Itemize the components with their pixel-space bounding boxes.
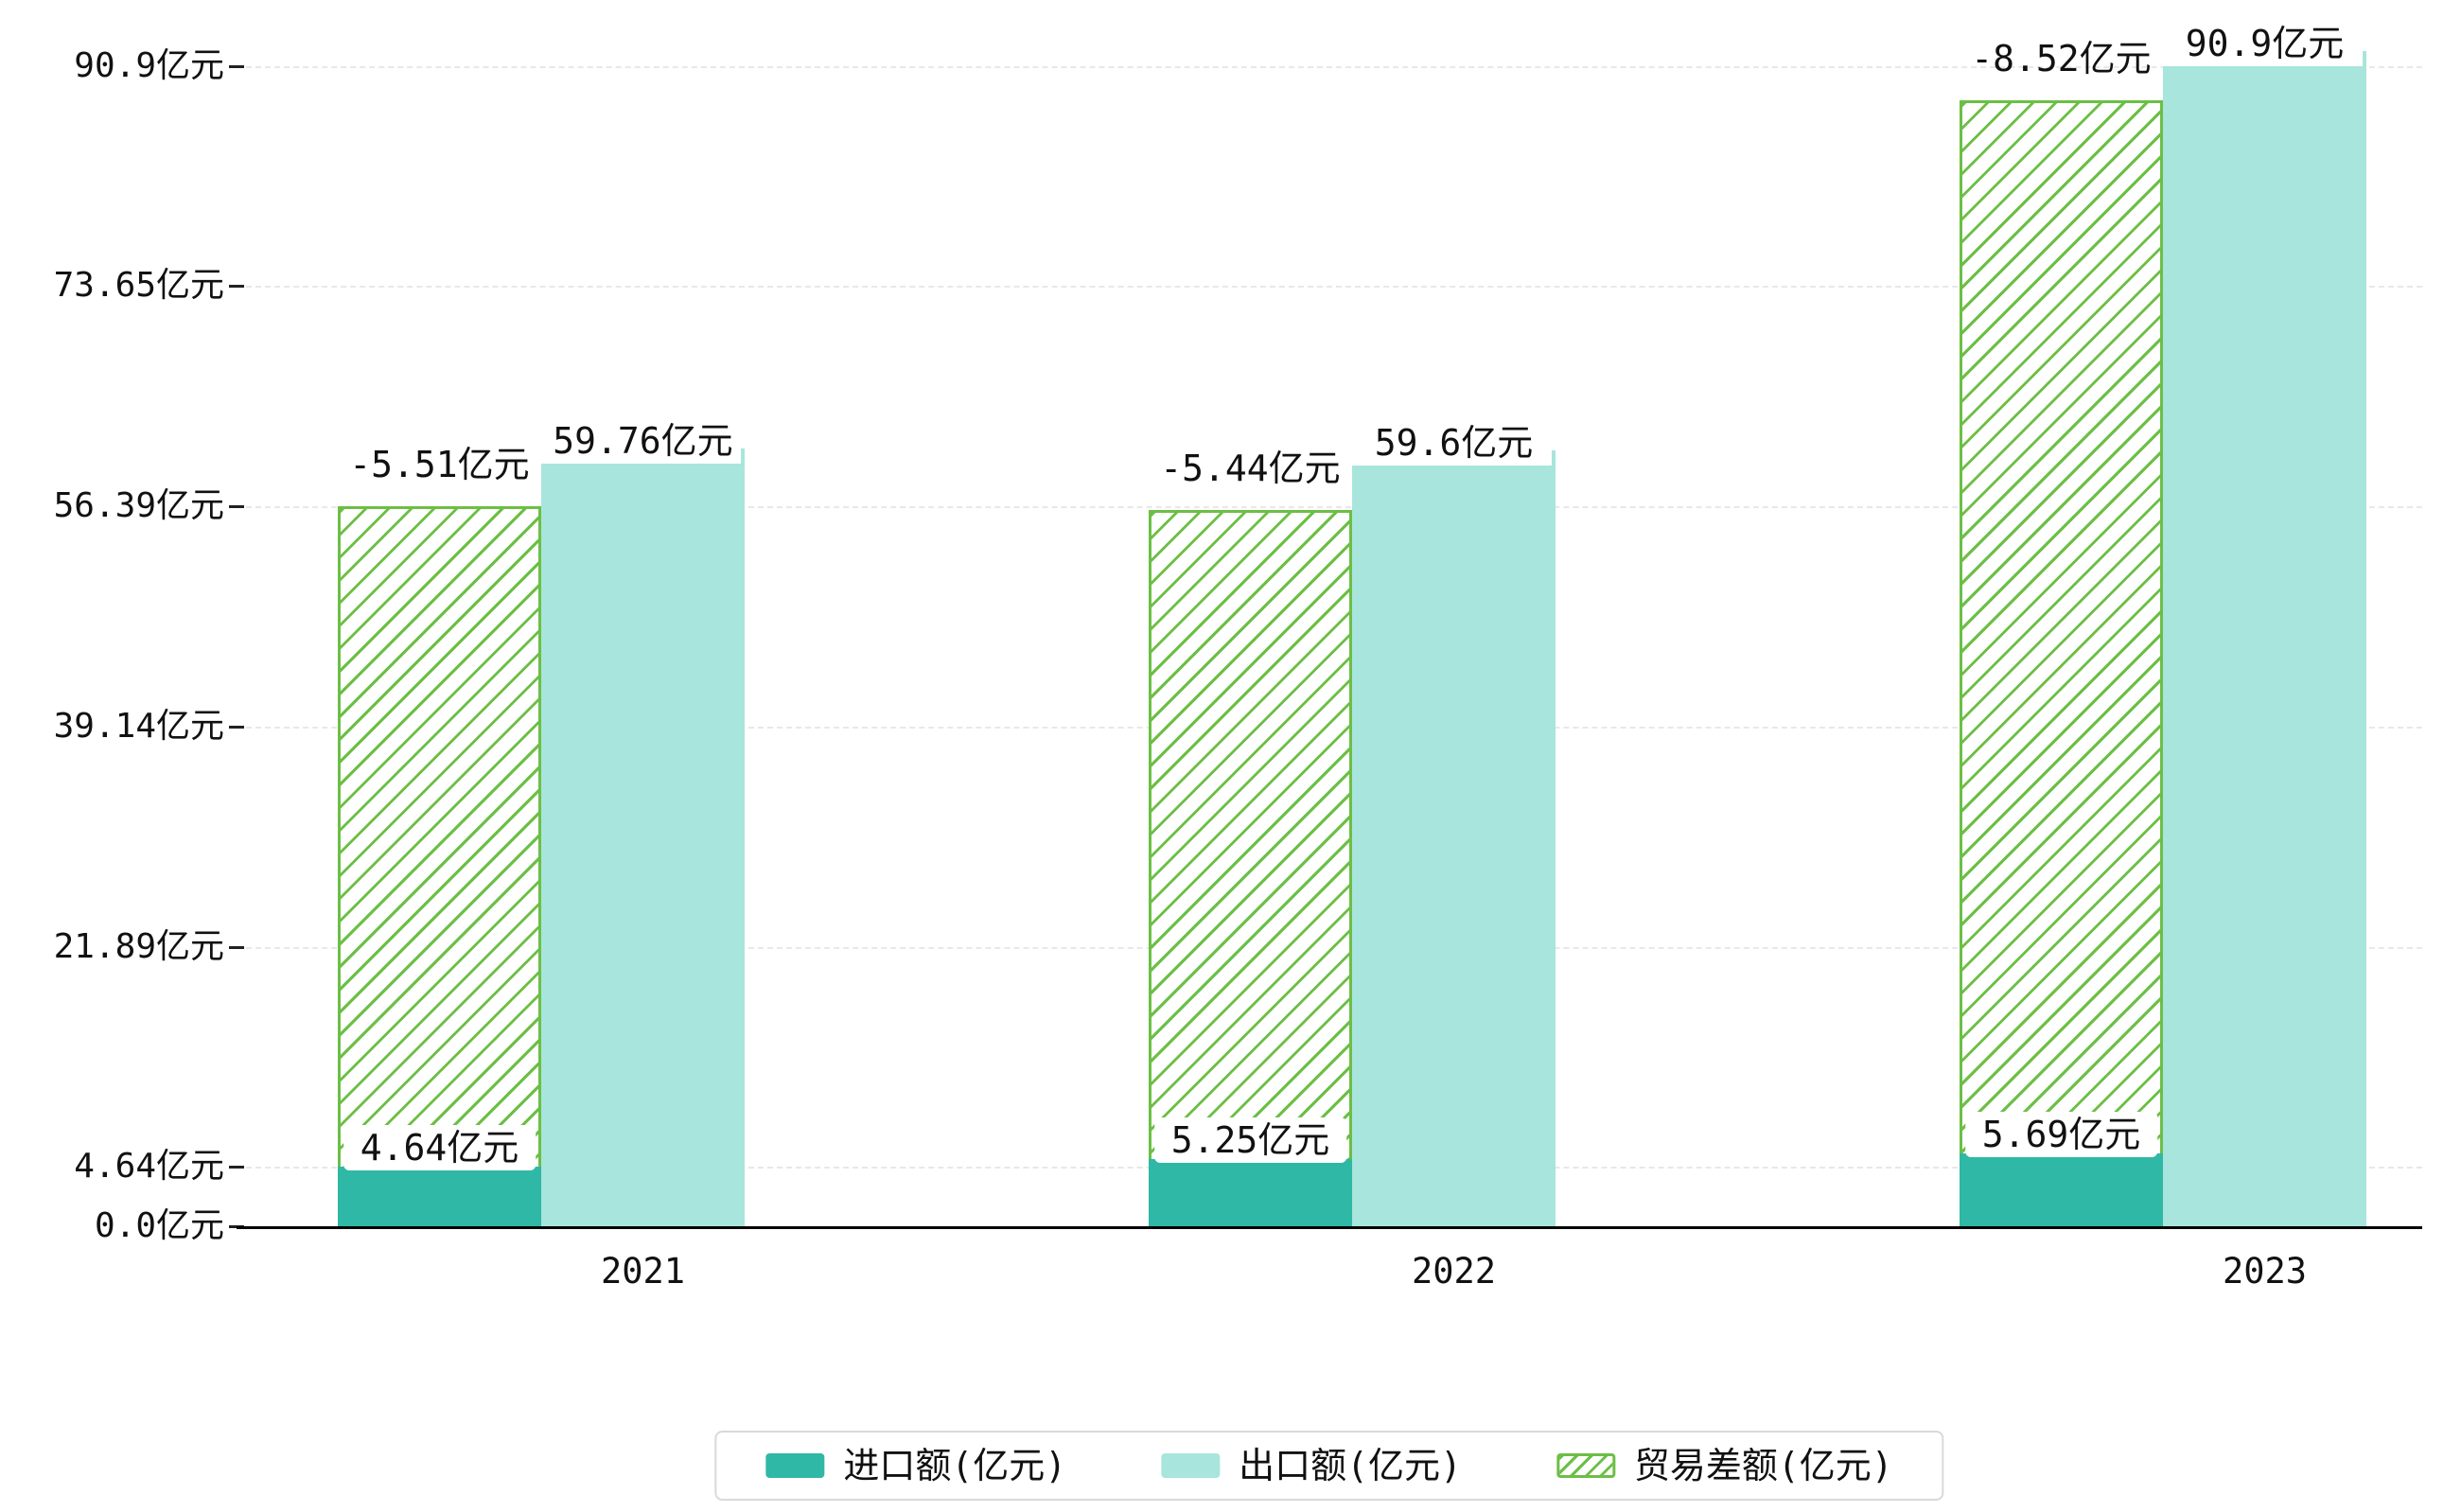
trade-balance-swatch-icon [1556,1453,1615,1478]
y-tick-mark-5 [229,285,244,289]
x-label-2021: 2021 [600,1251,686,1292]
export-value-label-2022: 59.6亿元 [1374,421,1534,464]
x-label-2022: 2022 [1411,1251,1497,1292]
trade-balance-value-label-2021: -5.51亿元 [349,444,530,486]
import-bar-2022[interactable] [1149,1159,1352,1226]
legend-item-balance[interactable]: 贸易差额(亿元) [1556,1433,1893,1499]
legend-item-import[interactable]: 进口额(亿元) [765,1433,1066,1499]
y-tick-label-1: 4.64亿元 [74,1147,224,1187]
trade-balance-value-label-2022: -5.44亿元 [1160,448,1341,490]
import-bar-2023[interactable] [1960,1153,2163,1226]
x-label-2023: 2023 [2222,1251,2308,1292]
y-tick-mark-4 [229,505,244,509]
import-value-label-2021: 4.64亿元 [343,1125,536,1171]
y-tick-mark-3 [229,726,244,729]
legend: 进口额(亿元) 出口额(亿元) 贸易差额(亿元) [714,1431,1944,1501]
export-swatch-icon [1161,1453,1221,1478]
import-value-label-2022: 5.25亿元 [1153,1117,1347,1164]
export-bar-2023[interactable] [2163,65,2366,1226]
y-tick-label-6: 90.9亿元 [74,45,224,85]
export-bar-2022[interactable] [1352,465,1556,1226]
y-tick-label-3: 39.14亿元 [53,707,224,746]
trade-balance-bar-2021[interactable] [338,506,541,1226]
export-bar-2021[interactable] [541,463,745,1226]
export-bar-cap-2021 [741,448,745,481]
trade-balance-bar-2022[interactable] [1149,510,1352,1226]
y-tick-mark-1 [229,1166,244,1169]
y-tick-mark-2 [229,945,244,949]
y-tick-label-0: 0.0亿元 [94,1206,224,1245]
trade-balance-value-label-2023: -8.52亿元 [1971,38,2152,80]
x-axis-line [237,1226,2422,1229]
y-tick-mark-6 [229,64,244,68]
export-bar-cap-2023 [2363,50,2366,83]
legend-item-export[interactable]: 出口额(亿元) [1161,1433,1462,1499]
import-swatch-icon [765,1453,825,1478]
legend-label-balance: 贸易差额(亿元) [1633,1445,1893,1486]
gridline-6 [237,65,2422,68]
export-value-label-2023: 90.9亿元 [2185,22,2345,64]
export-bar-cap-2022 [1552,449,1556,483]
y-tick-label-4: 56.39亿元 [53,486,224,526]
export-value-label-2021: 59.76亿元 [553,419,733,462]
y-tick-label-5: 73.65亿元 [53,266,224,306]
legend-label-export: 出口额(亿元) [1239,1445,1462,1486]
y-tick-label-2: 21.89亿元 [53,926,224,966]
trade-balance-bar-2023[interactable] [1960,100,2163,1226]
gridline-5 [237,286,2422,289]
import-value-label-2023: 5.69亿元 [1964,1112,2158,1158]
import-bar-2021[interactable] [338,1167,541,1226]
gridline-4 [237,506,2422,509]
legend-label-import: 进口额(亿元) [843,1445,1067,1486]
